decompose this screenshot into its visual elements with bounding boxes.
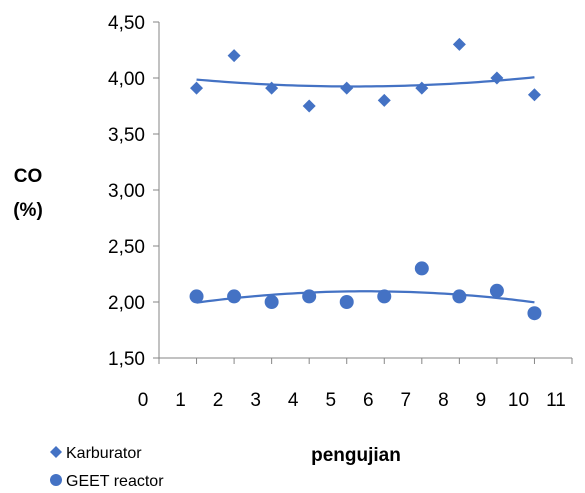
point-karburator xyxy=(527,88,541,102)
tick-labels: 1,50 2,00 2,50 3,00 3,50 4,00 4,50 0 1 2 3 4 5 6 7 8 9 10… xyxy=(108,13,566,411)
point-geet-reactor xyxy=(302,289,317,304)
legend-diamond-marker xyxy=(50,446,62,458)
trendline-karburator xyxy=(196,76,535,88)
x-tick-label: 4 xyxy=(288,390,299,411)
x-tick-label: 6 xyxy=(363,390,374,411)
y-tick-label: 4,50 xyxy=(108,13,145,34)
point-karburator xyxy=(302,99,316,113)
x-axis-label: pengujian xyxy=(311,445,401,466)
legend: Karburator GEET reactor xyxy=(50,445,164,490)
legend-item-karburator: Karburator xyxy=(50,445,142,462)
point-karburator xyxy=(265,81,279,95)
legend-label-geet-reactor: GEET reactor xyxy=(66,473,164,490)
point-karburator xyxy=(415,81,429,95)
y-tick-label: 4,00 xyxy=(108,69,145,90)
point-karburator xyxy=(227,49,241,63)
point-karburator xyxy=(490,71,504,85)
x-tick-label: 5 xyxy=(325,390,336,411)
x-tick-label: 9 xyxy=(476,390,487,411)
y-tick-label: 2,50 xyxy=(108,237,145,258)
trendlines xyxy=(196,76,535,304)
axes xyxy=(153,21,573,364)
point-geet-reactor xyxy=(489,283,504,298)
y-tick-label: 2,00 xyxy=(108,293,145,314)
point-karburator xyxy=(452,37,466,51)
x-tick-label: 10 xyxy=(508,390,529,411)
x-tick-label: 1 xyxy=(175,390,186,411)
legend-item-geet-reactor: GEET reactor xyxy=(50,473,164,490)
legend-circle-marker xyxy=(50,474,62,486)
point-geet-reactor xyxy=(377,289,392,304)
point-karburator xyxy=(190,81,204,95)
x-tick-label: 3 xyxy=(250,390,261,411)
x-tick-label: 8 xyxy=(438,390,449,411)
point-geet-reactor xyxy=(264,295,279,309)
y-tick-label: 3,00 xyxy=(108,181,145,202)
point-geet-reactor xyxy=(189,289,204,304)
point-geet-reactor xyxy=(414,261,429,276)
y-tick-label: 3,50 xyxy=(108,125,145,146)
x-tick-label: 0 xyxy=(138,390,149,411)
point-karburator xyxy=(340,81,354,95)
point-geet-reactor xyxy=(339,295,354,309)
trendline-geet-reactor xyxy=(196,290,535,304)
point-geet-reactor xyxy=(452,289,467,304)
y-axis-label-line-2: (%) xyxy=(13,200,43,221)
y-axis-label-line-1: CO xyxy=(14,166,43,187)
y-tick-label: 1,50 xyxy=(108,349,145,370)
point-karburator xyxy=(377,93,391,107)
x-tick-label: 7 xyxy=(401,390,412,411)
legend-label-karburator: Karburator xyxy=(66,445,142,462)
point-geet-reactor xyxy=(227,289,242,304)
point-geet-reactor xyxy=(527,306,542,321)
x-tick-label: 11 xyxy=(546,390,566,411)
x-tick-label: 2 xyxy=(213,390,224,411)
data-points xyxy=(189,37,542,321)
